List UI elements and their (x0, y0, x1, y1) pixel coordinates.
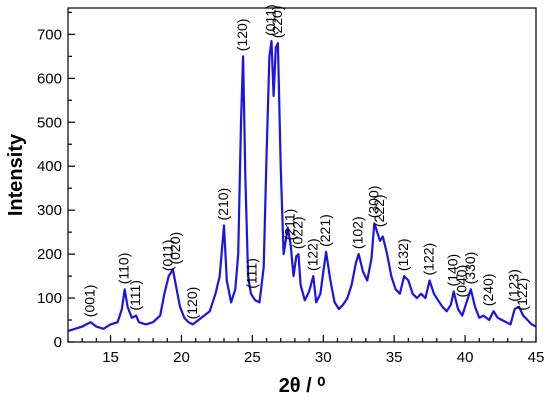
peak-label-23: (240) (480, 274, 496, 307)
peak-label-8: (111) (243, 258, 259, 289)
x-tick-label: 15 (102, 349, 119, 366)
peak-label-2: (111) (127, 280, 143, 311)
y-axis-title: Intensity (5, 133, 27, 216)
y-tick-label: 400 (37, 158, 62, 175)
peak-label-25: (122) (514, 278, 530, 311)
peak-label-3: (011) (160, 239, 176, 271)
y-tick-label: 700 (37, 26, 62, 43)
plot-frame (67, 7, 537, 343)
y-tick-label: 300 (37, 202, 62, 219)
peak-label-5: (120) (184, 287, 200, 320)
x-tick-label: 20 (173, 349, 190, 366)
peak-label-13: (122) (304, 238, 320, 271)
x-tick-label: 45 (528, 349, 545, 366)
peak-label-17: (222) (371, 194, 387, 227)
peak-labels: (001)(110)(111)(011)(020)(120)(210)(120)… (82, 4, 531, 319)
y-tick-label: 600 (37, 70, 62, 87)
peak-label-15: (102) (350, 216, 366, 249)
x-tick-label: 40 (457, 349, 474, 366)
peak-label-7: (120) (234, 19, 250, 52)
x-tick-label: 25 (244, 349, 261, 366)
peak-label-10: (220) (269, 6, 285, 39)
peak-label-21: (040) (453, 265, 469, 298)
y-tick-label: 200 (37, 246, 62, 263)
series-line-0 (67, 39, 537, 333)
peak-label-18: (132) (395, 238, 411, 271)
x-axis-title: 2θ / ⁰ (279, 375, 326, 397)
peak-label-20: (140) (445, 254, 461, 287)
x-tick-label: 35 (386, 349, 403, 366)
x-tick-label: 30 (315, 349, 332, 366)
peak-label-11: (211) (282, 209, 298, 241)
plot-area (67, 39, 537, 333)
peak-label-4: (020) (167, 232, 183, 265)
y-tick-label: 0 (54, 334, 62, 351)
peak-label-19: (122) (421, 243, 437, 276)
axes: 15 20 25 30 35 40 45 0 100 200 300 400 500 600 700 (37, 7, 545, 366)
peak-label-12: (022) (290, 216, 306, 249)
peak-label-9: (011) (262, 4, 278, 36)
peak-label-14: (221) (317, 214, 333, 247)
peak-label-6: (210) (215, 188, 231, 221)
peak-label-16: (300) (365, 186, 381, 219)
peak-label-0: (001) (82, 285, 98, 318)
y-tick-label: 100 (37, 290, 62, 307)
peak-label-24: (123) (506, 269, 522, 302)
peak-label-22: (330) (462, 252, 478, 285)
peak-label-1: (110) (116, 253, 132, 285)
y-tick-label: 500 (37, 114, 62, 131)
